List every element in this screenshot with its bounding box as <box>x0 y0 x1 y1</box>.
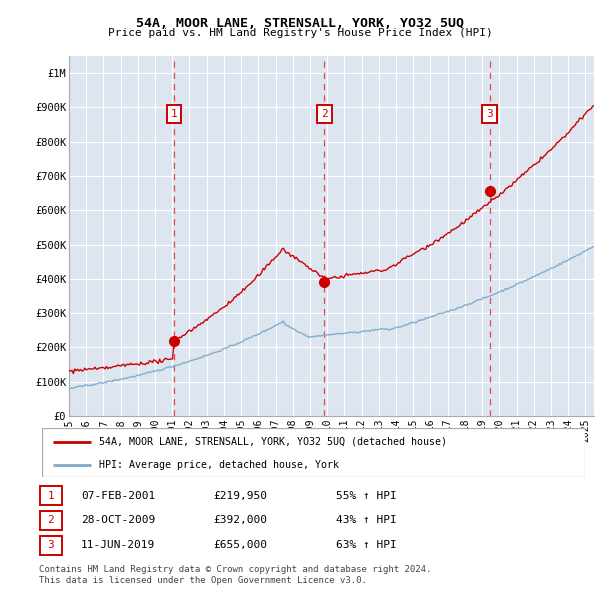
Text: 3: 3 <box>487 109 493 119</box>
Text: Contains HM Land Registry data © Crown copyright and database right 2024.: Contains HM Land Registry data © Crown c… <box>39 565 431 575</box>
Text: Price paid vs. HM Land Registry's House Price Index (HPI): Price paid vs. HM Land Registry's House … <box>107 28 493 38</box>
FancyBboxPatch shape <box>42 428 585 477</box>
Text: 2: 2 <box>47 516 55 525</box>
Text: 28-OCT-2009: 28-OCT-2009 <box>81 516 155 525</box>
FancyBboxPatch shape <box>40 486 62 505</box>
Text: 11-JUN-2019: 11-JUN-2019 <box>81 540 155 550</box>
Text: £392,000: £392,000 <box>213 516 267 525</box>
Text: £219,950: £219,950 <box>213 491 267 500</box>
FancyBboxPatch shape <box>40 536 62 555</box>
Text: 55% ↑ HPI: 55% ↑ HPI <box>336 491 397 500</box>
Text: 1: 1 <box>170 109 178 119</box>
Text: 54A, MOOR LANE, STRENSALL, YORK, YO32 5UQ: 54A, MOOR LANE, STRENSALL, YORK, YO32 5U… <box>136 17 464 30</box>
FancyBboxPatch shape <box>40 511 62 530</box>
Text: 43% ↑ HPI: 43% ↑ HPI <box>336 516 397 525</box>
Text: 07-FEB-2001: 07-FEB-2001 <box>81 491 155 500</box>
Text: This data is licensed under the Open Government Licence v3.0.: This data is licensed under the Open Gov… <box>39 576 367 585</box>
Text: 2: 2 <box>321 109 328 119</box>
Text: 3: 3 <box>47 540 55 550</box>
Text: HPI: Average price, detached house, York: HPI: Average price, detached house, York <box>99 460 339 470</box>
Text: 54A, MOOR LANE, STRENSALL, YORK, YO32 5UQ (detached house): 54A, MOOR LANE, STRENSALL, YORK, YO32 5U… <box>99 437 447 447</box>
Text: 1: 1 <box>47 491 55 500</box>
Text: 63% ↑ HPI: 63% ↑ HPI <box>336 540 397 550</box>
Text: £655,000: £655,000 <box>213 540 267 550</box>
